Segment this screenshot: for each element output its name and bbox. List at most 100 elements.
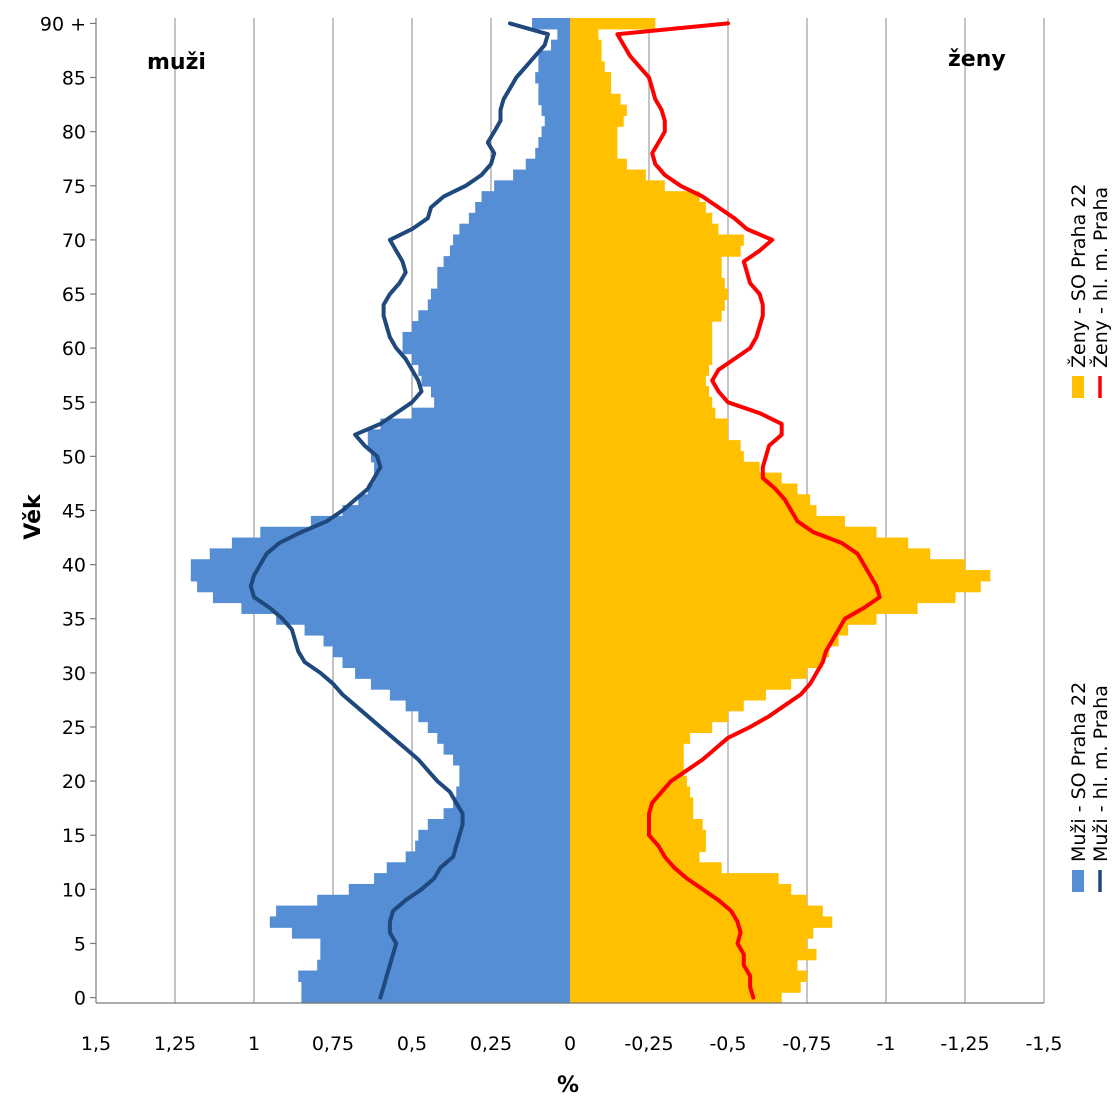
bar [212, 591, 571, 604]
x-tick-label: 0,75 [312, 1033, 354, 1055]
bar [541, 104, 570, 117]
bar [374, 472, 570, 485]
bars [190, 18, 991, 1004]
bar [570, 61, 605, 73]
bar [367, 429, 570, 441]
bar [570, 180, 665, 192]
bar [459, 764, 570, 777]
bar [434, 396, 570, 409]
bar [370, 678, 570, 690]
bar [570, 970, 807, 982]
bar [348, 883, 570, 896]
bar [570, 624, 849, 636]
bar [333, 645, 570, 658]
bar [443, 256, 570, 268]
x-tick-label: 1 [248, 1033, 260, 1055]
legend-swatch [1072, 870, 1084, 892]
bar [570, 559, 965, 571]
legend-item: Muži - SO Praha 22 [1068, 682, 1090, 892]
bar [412, 407, 570, 420]
y-tick-label: 90 + [40, 13, 86, 35]
y-axis-label: Věk [21, 493, 46, 540]
bar [570, 862, 722, 874]
bar [570, 93, 621, 106]
bar [570, 905, 823, 918]
bar [570, 82, 612, 95]
bar [475, 202, 570, 214]
bar [320, 948, 570, 961]
bar [570, 137, 618, 149]
bar [538, 137, 570, 149]
bar [570, 494, 811, 506]
y-tick-label: 75 [62, 176, 86, 198]
y-tick-label: 65 [62, 284, 86, 306]
bar [570, 537, 909, 549]
bar [525, 158, 570, 171]
bar [367, 440, 570, 452]
bar [310, 515, 570, 528]
bar [427, 818, 570, 831]
bar [342, 505, 570, 517]
bar [570, 797, 694, 809]
bar [570, 342, 713, 355]
bar [570, 277, 725, 290]
bar [570, 721, 713, 733]
bar [570, 981, 801, 993]
bar [570, 645, 830, 658]
bar [453, 754, 570, 766]
bar [570, 916, 833, 928]
x-tick-label: 0,25 [470, 1033, 512, 1055]
bar [513, 169, 570, 181]
bar [260, 526, 570, 539]
y-tick-label: 40 [62, 555, 86, 577]
bar [443, 743, 570, 755]
bar [481, 191, 570, 203]
bar [570, 634, 839, 647]
x-tick-label: -0,25 [624, 1033, 673, 1055]
y-tick-label: 10 [62, 879, 86, 901]
bar [570, 580, 981, 593]
series-lines [248, 21, 882, 1000]
legend: Ženy - SO Praha 22 Ženy - hl. m. Praha Muž… [1067, 184, 1112, 892]
legend-item: Ženy - SO Praha 22 [1067, 184, 1090, 398]
bar [538, 93, 570, 106]
bar [190, 570, 571, 582]
bar [570, 18, 656, 30]
bar [358, 494, 570, 506]
bar [405, 851, 570, 863]
bar [570, 202, 706, 214]
bar [418, 310, 570, 322]
bar [374, 873, 570, 885]
bar [430, 288, 570, 301]
bar [538, 50, 570, 62]
bar [570, 743, 684, 755]
bar [405, 699, 570, 712]
bar [570, 288, 728, 301]
bar [231, 537, 570, 549]
bar [323, 634, 570, 647]
bar [570, 786, 691, 798]
bar [570, 375, 706, 387]
bar [570, 223, 719, 236]
bar [418, 710, 570, 723]
x-axis-label: % [557, 1073, 579, 1098]
legend-item: Ženy - hl. m. Praha [1089, 187, 1112, 398]
bar [430, 386, 570, 398]
bar [570, 212, 713, 225]
bar [570, 883, 792, 896]
bar [380, 418, 570, 430]
bar [437, 732, 570, 744]
bar [551, 39, 570, 52]
bar [570, 667, 807, 679]
bar [374, 461, 570, 474]
legend-label: Muži - hl. m. Praha [1090, 685, 1112, 862]
bar [570, 50, 602, 62]
bar [570, 613, 877, 625]
bar [320, 938, 570, 950]
bar [570, 191, 700, 203]
bar [453, 234, 570, 246]
bar [570, 440, 741, 452]
bar [570, 256, 722, 268]
bar [541, 126, 570, 138]
bar [570, 386, 710, 398]
